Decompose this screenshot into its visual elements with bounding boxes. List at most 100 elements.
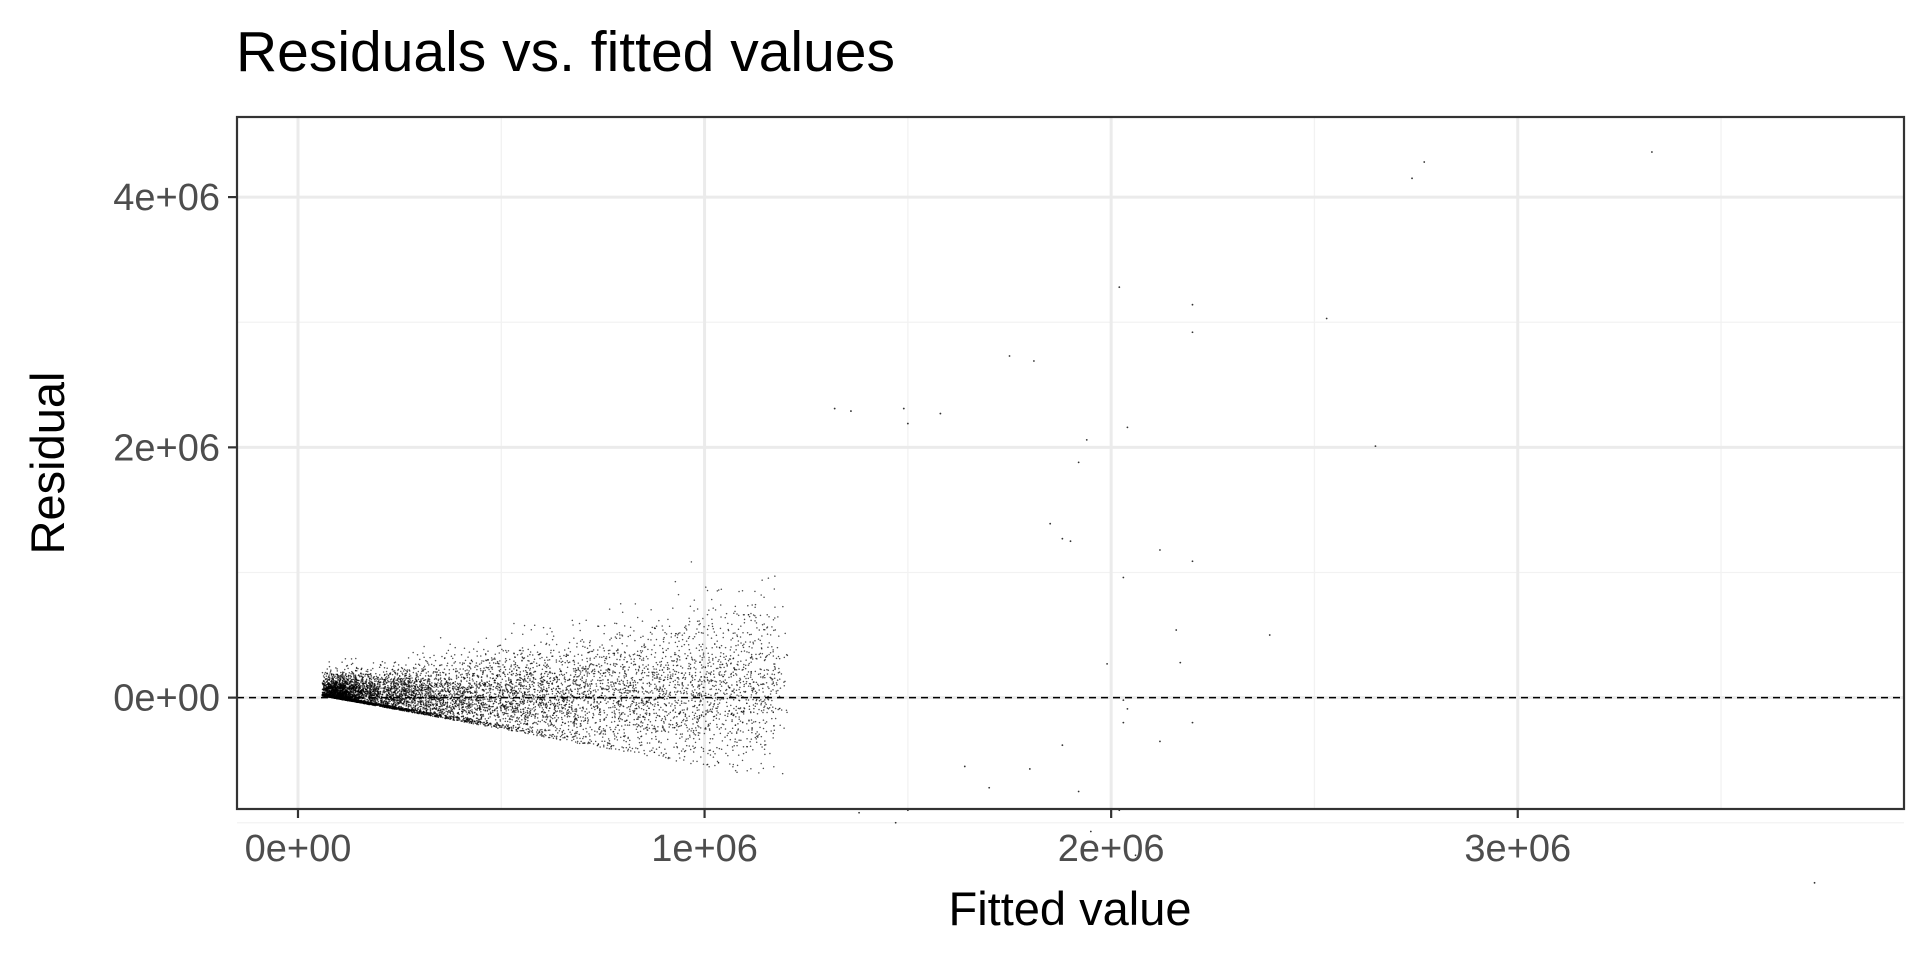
data-point	[740, 625, 742, 627]
data-point	[613, 733, 615, 735]
data-point	[423, 667, 425, 669]
data-point	[375, 673, 377, 675]
data-point	[630, 683, 632, 685]
data-point	[575, 684, 577, 686]
data-point	[516, 685, 518, 687]
data-point	[405, 664, 407, 666]
data-point	[644, 697, 646, 699]
data-point	[763, 700, 765, 702]
data-point	[647, 742, 649, 744]
data-point	[517, 654, 519, 656]
data-point	[680, 691, 682, 693]
data-point	[698, 686, 700, 688]
data-point	[432, 690, 434, 692]
data-point	[554, 673, 556, 675]
data-point	[689, 672, 691, 674]
data-point	[322, 672, 324, 674]
data-point	[747, 632, 749, 634]
data-point	[438, 690, 440, 692]
data-point	[603, 745, 605, 747]
data-point	[639, 742, 641, 744]
data-point	[786, 710, 788, 712]
data-point	[713, 686, 715, 688]
data-point	[587, 668, 589, 670]
data-point	[383, 691, 385, 693]
data-point	[434, 671, 436, 673]
data-point	[738, 591, 740, 593]
data-point	[517, 665, 519, 667]
data-point	[628, 749, 630, 751]
data-point	[627, 680, 629, 682]
data-point	[474, 666, 476, 668]
data-point	[695, 730, 697, 732]
data-point	[527, 697, 529, 699]
data-point	[731, 673, 733, 675]
data-point	[656, 717, 658, 719]
data-point	[594, 694, 596, 696]
data-point	[643, 728, 645, 730]
data-point	[614, 713, 616, 715]
data-point	[723, 692, 725, 694]
data-point	[755, 733, 757, 735]
data-point	[637, 682, 639, 684]
data-point	[549, 729, 551, 731]
data-point	[330, 669, 332, 671]
data-point	[659, 677, 661, 679]
data-point	[611, 637, 613, 639]
data-point	[618, 749, 620, 751]
data-point	[344, 669, 346, 671]
data-point	[649, 685, 651, 687]
data-point	[577, 654, 579, 656]
data-point	[390, 681, 392, 683]
data-point	[648, 700, 650, 702]
data-point	[726, 613, 728, 615]
data-point	[748, 664, 750, 666]
data-point	[744, 622, 746, 624]
data-point	[421, 692, 423, 694]
data-point	[437, 693, 439, 695]
data-point	[671, 633, 673, 635]
data-point	[559, 656, 561, 658]
data-point	[682, 667, 684, 669]
data-point	[658, 755, 660, 757]
data-point	[679, 737, 681, 739]
data-point	[756, 741, 758, 743]
data-point	[453, 693, 455, 695]
data-point	[455, 661, 457, 663]
data-point	[537, 694, 539, 696]
data-point	[575, 671, 577, 673]
data-point	[323, 675, 325, 677]
data-point	[622, 682, 624, 684]
data-point	[449, 673, 451, 675]
data-point	[505, 650, 507, 652]
data-point	[718, 589, 720, 591]
data-point	[461, 676, 463, 678]
data-point	[543, 665, 545, 667]
data-point	[486, 676, 488, 678]
data-point	[582, 738, 584, 740]
data-point	[707, 711, 709, 713]
data-point	[760, 615, 762, 617]
data-point	[589, 735, 591, 737]
data-point	[489, 665, 491, 667]
data-point	[716, 689, 718, 691]
data-point	[707, 709, 709, 711]
data-point	[614, 707, 616, 709]
data-point	[491, 726, 493, 728]
data-point	[592, 670, 594, 672]
data-point	[490, 677, 492, 679]
data-point	[450, 690, 452, 692]
data-point	[667, 669, 669, 671]
data-point	[562, 661, 564, 663]
data-point	[447, 701, 449, 703]
data-point	[704, 733, 706, 735]
data-point	[696, 647, 698, 649]
data-point	[402, 695, 404, 697]
data-point	[720, 616, 722, 618]
data-point	[442, 709, 444, 711]
data-point	[571, 691, 573, 693]
data-point	[772, 711, 774, 713]
data-point	[556, 728, 558, 730]
data-point	[324, 677, 326, 679]
data-point	[533, 698, 535, 700]
